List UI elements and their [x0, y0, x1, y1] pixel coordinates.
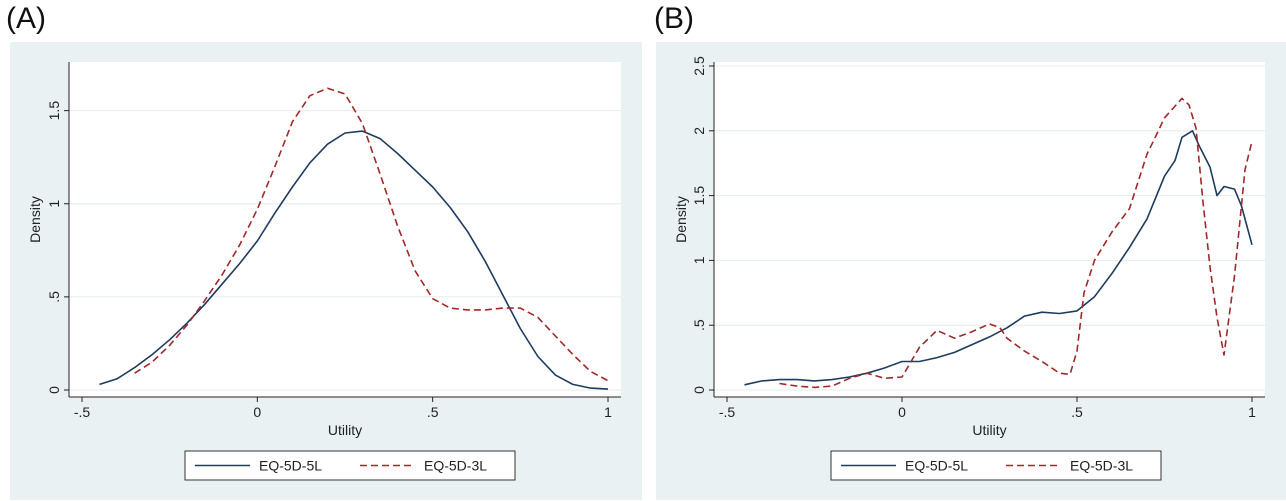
y-tick-label: 2	[691, 127, 707, 135]
x-tick-label: .5	[427, 404, 439, 420]
panel-label-b: (B)	[654, 2, 694, 35]
y-axis-title: Density	[27, 196, 43, 243]
y-tick-label: 0	[46, 386, 62, 394]
x-tick-label: -.5	[719, 404, 736, 420]
legend-label: EQ-5D-3L	[424, 458, 487, 474]
series-line-eq-5d-3l	[134, 87, 609, 382]
plot-area	[69, 62, 621, 397]
x-axis-title: Utility	[328, 422, 362, 438]
legend-label: EQ-5D-5L	[905, 458, 968, 474]
x-tick-label: 0	[898, 404, 906, 420]
y-tick-label: 1.5	[46, 101, 62, 121]
density-chart-b: 0 .5 1 1.5 2 2.5 -.5 0 .5 1 Utility Density EQ-5D-5L…	[673, 56, 1265, 481]
x-tick-label: -.5	[74, 404, 91, 420]
y-tick-label: 1	[46, 200, 62, 208]
chart-panel-a: 0 .5 1 1.5 -.5 0 .5 1 Utility Density EQ-5D-5L EQ-5…	[10, 42, 642, 500]
x-axis-title: Utility	[972, 422, 1006, 438]
density-chart-a: 0 .5 1 1.5 -.5 0 .5 1 Utility Density EQ-5D-5L EQ-5…	[27, 62, 621, 481]
series-line-eq-5d-5l	[744, 130, 1253, 386]
y-tick-label: .5	[46, 291, 62, 303]
plot-area	[714, 62, 1265, 397]
chart-panel-b: 0 .5 1 1.5 2 2.5 -.5 0 .5 1 Utility Density EQ-5D-5L…	[656, 42, 1286, 500]
series-line-eq-5d-5l	[99, 130, 609, 390]
series-line-eq-5d-3l	[779, 97, 1253, 389]
legend-label: EQ-5D-3L	[1070, 458, 1133, 474]
x-tick-label: .5	[1071, 404, 1083, 420]
x-tick-label: 1	[604, 404, 612, 420]
x-tick-label: 0	[253, 404, 261, 420]
y-tick-label: 1	[691, 256, 707, 264]
y-tick-label: 0	[691, 386, 707, 394]
x-tick-label: 1	[1248, 404, 1256, 420]
y-tick-label: .5	[691, 319, 707, 331]
legend-label: EQ-5D-5L	[259, 458, 322, 474]
y-tick-label: 1.5	[691, 186, 707, 206]
y-axis-title: Density	[673, 196, 689, 243]
y-tick-label: 2.5	[691, 56, 707, 76]
panel-label-a: (A)	[6, 2, 46, 35]
